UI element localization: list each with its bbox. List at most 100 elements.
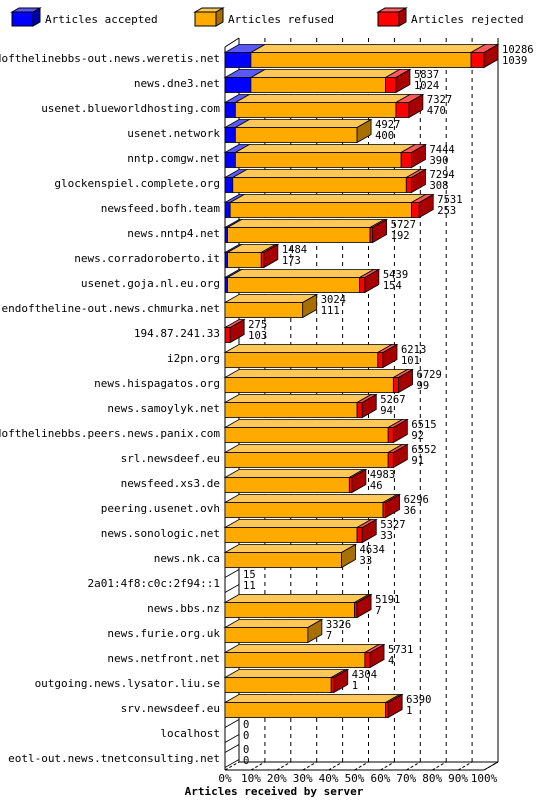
value-label-second: 91 [411, 455, 424, 467]
x-tick-label: 100% [471, 772, 498, 785]
bar-refused [224, 602, 355, 618]
value-label-total: 5191 [375, 594, 400, 606]
value-label-second: 400 [375, 130, 394, 142]
bar-refused [224, 702, 386, 718]
value-label-total: 7294 [429, 169, 454, 181]
server-label: outgoing.news.lysator.liu.se [35, 677, 220, 690]
server-label: 194.87.241.33 [134, 327, 220, 340]
bar-refused [227, 227, 371, 243]
bar-side [307, 618, 323, 644]
server-label: srv.newsdeef.eu [121, 702, 220, 715]
value-label-total: 0 [243, 744, 249, 756]
bar-side [395, 68, 411, 94]
x-tick [354, 761, 369, 771]
value-label-total: 6390 [406, 694, 431, 706]
bar-rejected [224, 327, 231, 343]
x-tick [328, 761, 343, 771]
bar-refused-top [223, 669, 347, 678]
value-label-total: 6515 [411, 419, 436, 431]
bar-side [263, 243, 279, 269]
x-tick [483, 761, 499, 771]
bar-side [392, 418, 408, 444]
bar-rejected [364, 652, 371, 668]
server-label: endoftheline-out.news.chmurka.net [1, 302, 220, 315]
server-label: news.dne3.net [134, 77, 220, 90]
value-label-total: 5439 [383, 269, 408, 281]
bar-refused [224, 502, 384, 518]
value-label-second: 470 [427, 105, 446, 117]
bar-refused-top [223, 444, 404, 453]
server-label: nntp.comgw.net [127, 152, 220, 165]
value-label-total: 0 [243, 719, 249, 731]
bar-refused-top [228, 194, 427, 203]
x-tick-label: 60% [370, 772, 390, 785]
value-label-total: 4304 [352, 669, 377, 681]
value-label-total: 6552 [411, 444, 436, 456]
server-label: i2pn.org [167, 352, 220, 365]
value-label-total: 5727 [391, 219, 416, 231]
value-label-total: 10286 [502, 44, 534, 56]
value-label-total: 6729 [417, 369, 442, 381]
legend-entry-label: Articles accepted [45, 13, 158, 26]
bar-side [356, 118, 372, 144]
bar-rejected [387, 427, 394, 443]
bar-side [364, 268, 380, 294]
x-tick-label: 70% [396, 772, 416, 785]
bar-empty [224, 718, 240, 744]
bar-refused-top [226, 219, 386, 228]
server-label: newsfeed.bofh.team [101, 202, 221, 215]
value-label-total: 15 [243, 569, 256, 581]
bar-rejected [385, 77, 397, 93]
server-label: newsfeed.xs3.de [121, 477, 220, 490]
bar-refused-top [226, 269, 376, 278]
legend-swatch-front [11, 11, 34, 27]
value-label-second: 92 [411, 430, 424, 442]
bar-refused [234, 152, 402, 168]
bar-refused-top [233, 94, 412, 103]
server-label: peering.usenet.ovh [101, 502, 220, 515]
x-tick-label: 50% [345, 772, 365, 785]
bar-empty [224, 568, 240, 594]
bar-rejected [356, 402, 363, 418]
value-label-second: 192 [391, 230, 410, 242]
bar-refused-top [223, 644, 381, 653]
bar-rejected [377, 352, 384, 368]
bar-side [333, 668, 349, 694]
bar-refused [224, 302, 304, 318]
value-label-total: 3326 [326, 619, 351, 631]
bar-refused-top [249, 69, 402, 78]
value-label-total: 4927 [375, 119, 400, 131]
value-label-second: 0 [243, 755, 249, 767]
server-label: usenet.blueworldhosting.com [41, 102, 220, 115]
bar-refused [234, 102, 397, 118]
bar-side [392, 443, 408, 469]
bar-side [382, 343, 398, 369]
value-label-total: 5837 [414, 69, 439, 81]
bar-side [356, 593, 372, 619]
bar-side [361, 393, 377, 419]
bar-refused-top [223, 594, 371, 603]
bar-refused [224, 452, 389, 468]
value-label-second: 94 [380, 405, 393, 417]
bar-side [408, 93, 424, 119]
x-axis-label: Articles received by server [185, 785, 364, 798]
value-label-second: 173 [282, 255, 301, 267]
legend-swatch-side [32, 7, 41, 27]
value-label-second: 390 [429, 155, 448, 167]
x-tick [276, 761, 292, 771]
bar-side [411, 143, 426, 169]
bar-side [385, 493, 400, 519]
value-label-second: 0 [243, 730, 249, 742]
bar-refused [224, 352, 379, 368]
server-label: 2a01:4f8:c0c:2f94::1 [88, 577, 220, 590]
bar-refused-top [223, 394, 373, 403]
x-tick-label: 90% [448, 772, 468, 785]
bar-empty [224, 743, 240, 769]
value-label-second: 1 [352, 680, 358, 692]
bar-rejected [411, 202, 420, 218]
bar-refused-top [249, 44, 487, 53]
value-label-total: 6213 [401, 344, 426, 356]
bar-side [411, 168, 426, 194]
